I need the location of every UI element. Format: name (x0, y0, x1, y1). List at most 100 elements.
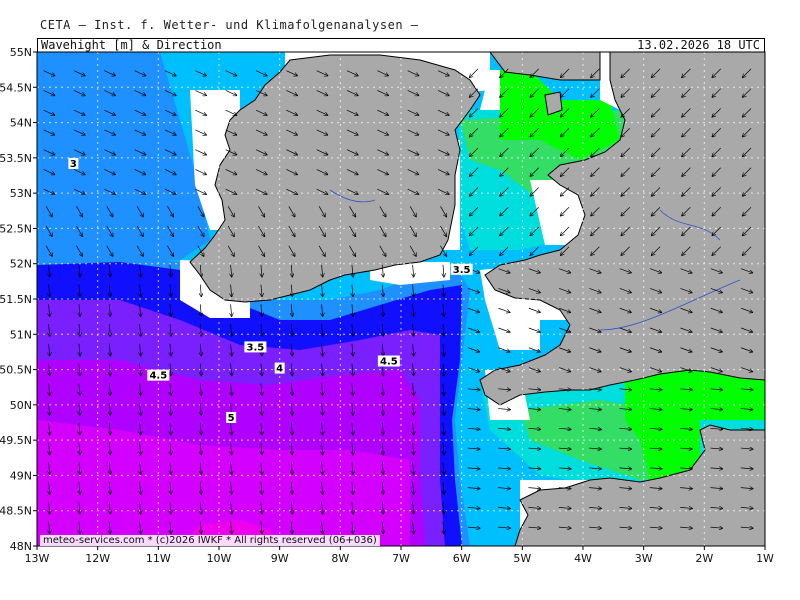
wave-arrow (346, 70, 358, 76)
wave-arrow (712, 108, 721, 116)
wave-arrow (167, 245, 173, 256)
wave-arrow (498, 468, 510, 469)
wave-arrow (498, 527, 510, 528)
wave-arrow (437, 129, 449, 135)
wave-arrow (498, 288, 509, 292)
wave-arrow (49, 501, 50, 514)
wave-arrow (73, 149, 85, 155)
wave-arrow (413, 343, 414, 356)
wave-arrow (710, 268, 722, 273)
wave-arrow (225, 70, 237, 76)
wave-arrow (437, 90, 449, 95)
wave-arrow (288, 245, 295, 256)
wave-arrow (170, 482, 171, 494)
wave-arrow (197, 206, 204, 216)
wave-arrow (740, 507, 753, 508)
contour-label: 3.5 (244, 341, 267, 353)
wave-arrow (682, 187, 691, 195)
wave-arrow (437, 149, 449, 155)
wave-arrow (740, 468, 753, 469)
lon-label: 2W (695, 552, 713, 565)
wave-arrow (740, 409, 753, 410)
wave-arrow (559, 327, 570, 332)
wave-arrow (164, 109, 176, 115)
wave-arrow (195, 188, 206, 194)
wave-arrow (49, 442, 50, 455)
wave-arrow (621, 147, 630, 156)
wave-arrow (682, 127, 691, 136)
wave-arrow (619, 347, 631, 352)
wave-arrow (498, 307, 509, 312)
wave-arrow (200, 501, 201, 514)
wave-arrow (225, 90, 237, 95)
wave-arrow (470, 187, 479, 195)
contour-label-bg (226, 411, 237, 423)
wave-arrow (286, 129, 297, 135)
wave-arrow (682, 207, 691, 215)
wave-arrow (561, 187, 570, 195)
wave-arrow (352, 403, 353, 415)
wave-arrow (649, 448, 662, 449)
wave-arrow (741, 307, 752, 312)
wave-arrow (413, 521, 414, 534)
wave-arrow (443, 462, 444, 474)
longitude-axis: 13W 12W 11W 10W 9W 8W 7W 6W 5W 4W 3W 2W 1W (25, 546, 774, 565)
wave-arrow (109, 403, 110, 415)
wave-arrow (470, 226, 479, 235)
lat-label: 54N (10, 117, 32, 130)
wave-arrow (134, 129, 146, 135)
wave-arrow (134, 109, 146, 115)
wave-arrow (559, 268, 570, 273)
wave-arrow (200, 482, 201, 494)
wave-arrow (652, 167, 661, 176)
wave-arrow (409, 225, 416, 236)
wave-arrow (741, 327, 752, 332)
wave-arrow (413, 383, 414, 395)
wave-arrow (530, 68, 539, 77)
wave-arrow (530, 127, 539, 136)
wave-arrow (652, 108, 661, 116)
wave-arrow (255, 149, 267, 155)
wave-arrow (352, 501, 353, 514)
wave-arrow (741, 268, 752, 273)
lon-label: 9W (271, 552, 289, 565)
map-title-bar: Wavehight [m] & Direction 13.02.2026 18 … (37, 38, 765, 52)
wave-arrow (382, 482, 383, 494)
wave-arrow (352, 343, 353, 356)
wave-arrow (619, 327, 631, 332)
wave-arrow (619, 507, 631, 508)
wave-arrow (407, 129, 419, 135)
wave-arrow (382, 264, 383, 277)
wave-band-lt2m-channel (625, 370, 765, 495)
wave-arrow (712, 147, 721, 156)
wave-arrow (530, 167, 539, 176)
wave-arrow (467, 527, 480, 528)
map-subtitle: Wavehight [m] & Direction (41, 38, 222, 52)
wave-arrow (498, 327, 509, 332)
wave-arrow (109, 422, 110, 435)
wave-arrow (591, 187, 600, 195)
wave-arrow (167, 225, 173, 236)
wave-arrow (382, 501, 383, 514)
wave-arrow (741, 367, 752, 372)
wave-arrow (619, 527, 631, 528)
wave-arrow (43, 90, 55, 95)
wave-arrow (170, 501, 171, 514)
wave-arrow (740, 488, 753, 489)
wave-arrow (619, 389, 631, 390)
wave-arrow (589, 448, 601, 449)
wave-arrow (528, 288, 540, 292)
wave-arrow (322, 363, 323, 376)
wave-arrow (134, 149, 146, 155)
wave-arrow (291, 422, 292, 435)
wave-arrow (500, 88, 509, 97)
wave-arrow (140, 383, 141, 395)
wave-arrow (106, 245, 113, 256)
wave-arrow (652, 147, 661, 156)
wave-arrow (530, 226, 539, 235)
wave-arrow (45, 206, 52, 216)
wave-arrow (316, 188, 328, 194)
wave-arrow (49, 363, 50, 376)
wave-arrow (680, 347, 691, 352)
